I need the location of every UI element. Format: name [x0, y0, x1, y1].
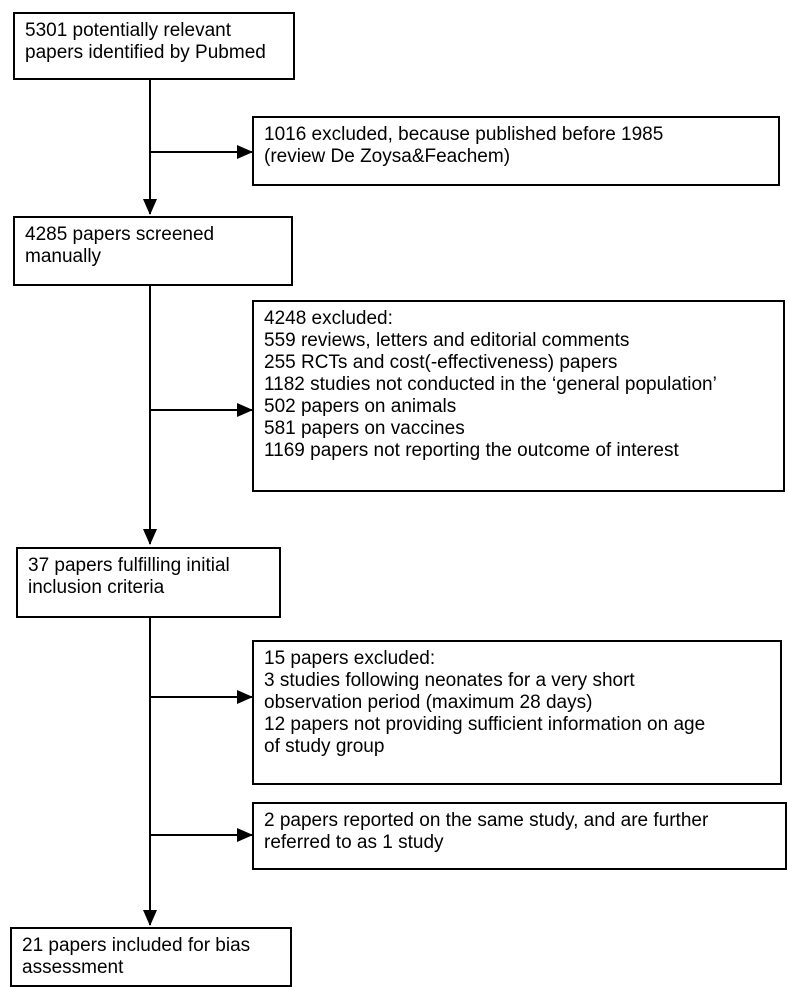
- box-excluded-screening: 4248 excluded: 559 reviews, letters and …: [252, 300, 785, 492]
- box-fulfilling: 37 papers fulfilling initial inclusion c…: [16, 547, 281, 618]
- box-text: observation period (maximum 28 days): [264, 692, 593, 713]
- box-text: 1169 papers not reporting the outcome of…: [264, 440, 679, 461]
- box-text: 21 papers included for bias: [22, 935, 251, 956]
- box-text: 1016 excluded, because published before …: [264, 124, 664, 145]
- box-included: 21 papers included for bias assessment: [10, 927, 292, 987]
- box-text: papers identified by Pubmed: [25, 42, 266, 63]
- box-screened: 4285 papers screened manually: [13, 216, 293, 286]
- box-text: 2 papers reported on the same study, and…: [264, 810, 709, 831]
- box-text: of study group: [264, 736, 385, 757]
- box-excluded-1985: 1016 excluded, because published before …: [252, 116, 780, 186]
- box-text: 502 papers on animals: [264, 396, 457, 417]
- box-excluded-15: 15 papers excluded: 3 studies following …: [252, 640, 782, 785]
- box-text: referred to as 1 study: [264, 832, 444, 853]
- box-same-study: 2 papers reported on the same study, and…: [252, 802, 787, 870]
- box-text: 4285 papers screened: [25, 224, 215, 245]
- box-text: 1182 studies not conducted in the ‘gener…: [264, 374, 717, 395]
- box-identified: 5301 potentially relevant papers identif…: [13, 12, 295, 80]
- box-text: 255 RCTs and cost(-effectiveness) papers: [264, 352, 618, 373]
- box-text: 37 papers fulfilling initial: [28, 555, 230, 576]
- box-text: (review De Zoysa&Feachem): [264, 146, 511, 167]
- box-text: assessment: [22, 957, 124, 978]
- box-text: 4248 excluded:: [264, 308, 393, 329]
- box-text: 5301 potentially relevant: [25, 20, 231, 41]
- box-text: 3 studies following neonates for a very …: [264, 670, 635, 691]
- box-text: 581 papers on vaccines: [264, 418, 465, 439]
- box-text: 559 reviews, letters and editorial comme…: [264, 330, 630, 351]
- box-text: manually: [25, 246, 102, 267]
- box-text: 12 papers not providing sufficient infor…: [264, 714, 706, 735]
- box-text: 15 papers excluded:: [264, 648, 436, 669]
- box-text: inclusion criteria: [28, 577, 165, 598]
